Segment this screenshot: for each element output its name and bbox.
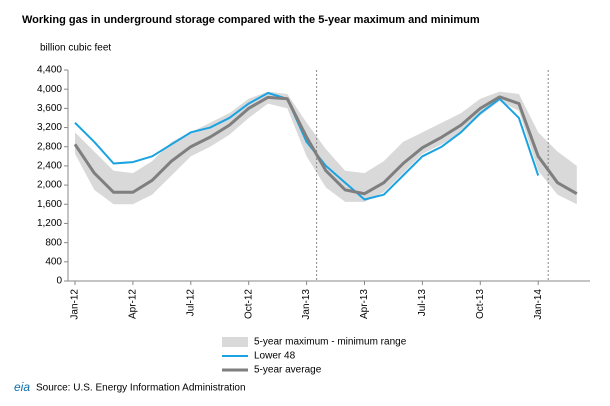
logo: eia — [14, 380, 30, 394]
y-tick-label: 400 — [45, 256, 62, 267]
x-tick-label: Jan-13 — [301, 289, 312, 320]
y-tick-label: 4,000 — [37, 84, 62, 95]
series-line — [74, 92, 540, 201]
y-tick-label: 3,200 — [37, 122, 62, 133]
y-tick-label: 2,800 — [37, 141, 62, 152]
x-tick-label: Oct-12 — [243, 289, 254, 319]
y-tick-label: 800 — [45, 237, 62, 248]
y-tick-label: 2,000 — [37, 180, 62, 191]
legend-label: 5-year average — [254, 365, 322, 376]
x-tick-label: Jan-14 — [533, 289, 544, 320]
x-tick-label: Oct-13 — [475, 289, 486, 319]
y-tick-label: 2,400 — [37, 161, 62, 172]
chart-title: Working gas in underground storage compa… — [22, 14, 480, 26]
legend-swatch — [222, 337, 248, 347]
y-tick-label: 1,600 — [37, 199, 62, 210]
y-tick-label: 1,200 — [37, 218, 62, 229]
y-tick-label: 3,600 — [37, 103, 62, 114]
x-tick-label: Apr-12 — [128, 289, 139, 319]
y-axis-label: billion cubic feet — [40, 43, 111, 54]
x-tick-label: Apr-13 — [359, 289, 370, 319]
x-tick-label: Jan-12 — [70, 289, 81, 320]
range-band — [75, 91, 577, 205]
source: Source: U.S. Energy Information Administ… — [36, 383, 246, 394]
legend-label: Lower 48 — [254, 351, 296, 362]
x-tick-label: Jul-13 — [417, 289, 428, 317]
series-line — [73, 95, 578, 196]
y-tick-label: 0 — [56, 276, 62, 287]
y-tick-label: 4,400 — [37, 65, 62, 76]
legend-label: 5-year maximum - minimum range — [254, 337, 407, 348]
x-tick-label: Jul-12 — [185, 289, 196, 317]
